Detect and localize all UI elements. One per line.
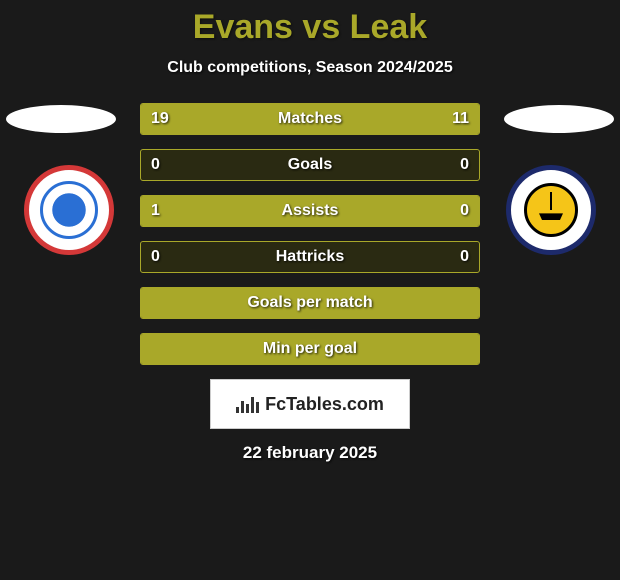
page-title: Evans vs Leak	[0, 0, 620, 47]
stat-right-value: 0	[460, 242, 469, 272]
stat-row-matches: 19 Matches 11	[140, 103, 480, 135]
comparison-panel: 19 Matches 11 0 Goals 0 1 Assists 0 0 Ha…	[0, 103, 620, 463]
club-crest-right	[506, 165, 596, 255]
subtitle: Club competitions, Season 2024/2025	[0, 59, 620, 77]
stat-label: Hattricks	[141, 242, 479, 272]
stat-row-assists: 1 Assists 0	[140, 195, 480, 227]
stat-label: Goals per match	[141, 288, 479, 318]
stat-label: Min per goal	[141, 334, 479, 364]
ship-mast-icon	[550, 192, 552, 210]
player-right-ellipse	[504, 105, 614, 133]
player-left-ellipse	[6, 105, 116, 133]
crest-left-inner	[40, 181, 98, 239]
club-crest-left	[24, 165, 114, 255]
stat-right-value: 0	[460, 150, 469, 180]
stat-label: Assists	[141, 196, 479, 226]
stat-row-goals: 0 Goals 0	[140, 149, 480, 181]
brand-text: FcTables.com	[265, 394, 384, 415]
crest-right-inner	[524, 183, 578, 237]
stat-label: Matches	[141, 104, 479, 134]
stat-right-value: 11	[452, 104, 469, 134]
stat-right-value: 0	[460, 196, 469, 226]
brand-bars-icon	[236, 395, 259, 413]
stat-row-goals-per-match: Goals per match	[140, 287, 480, 319]
stat-label: Goals	[141, 150, 479, 180]
stat-rows: 19 Matches 11 0 Goals 0 1 Assists 0 0 Ha…	[140, 103, 480, 365]
brand-box: FcTables.com	[210, 379, 410, 429]
stat-row-min-per-goal: Min per goal	[140, 333, 480, 365]
date-text: 22 february 2025	[0, 443, 620, 463]
stat-row-hattricks: 0 Hattricks 0	[140, 241, 480, 273]
